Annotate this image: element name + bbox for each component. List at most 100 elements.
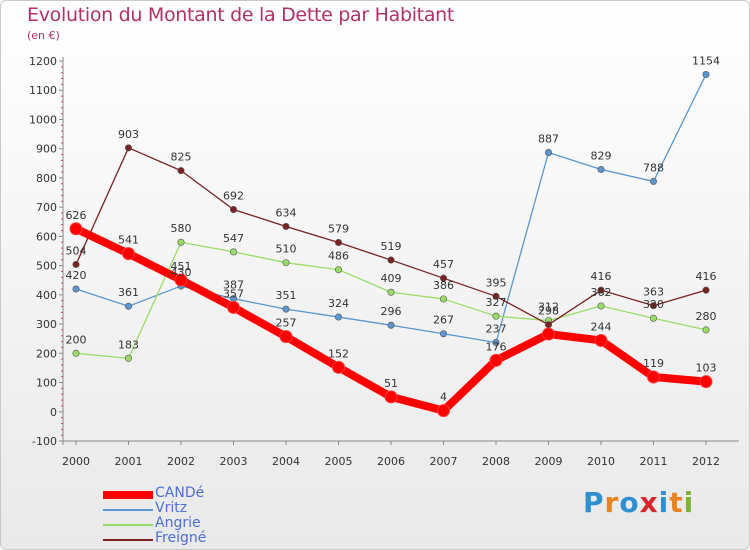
data-point bbox=[597, 286, 605, 294]
logo-letter: t bbox=[669, 486, 684, 519]
y-tick-label: 500 bbox=[36, 260, 57, 273]
data-point bbox=[702, 286, 710, 294]
data-label: 296 bbox=[381, 305, 402, 318]
data-point bbox=[227, 300, 240, 314]
data-label: 825 bbox=[171, 151, 192, 164]
data-point bbox=[72, 260, 80, 268]
x-tick-label: 2002 bbox=[167, 455, 195, 468]
legend-item: Vritz bbox=[103, 500, 323, 517]
data-point bbox=[177, 238, 185, 246]
data-label: 362 bbox=[591, 286, 612, 299]
data-label: 829 bbox=[591, 149, 612, 162]
data-label: 887 bbox=[538, 132, 559, 145]
proxiti-logo: Proxiti bbox=[583, 486, 694, 519]
data-point bbox=[282, 259, 290, 267]
data-point bbox=[649, 302, 657, 310]
data-label: 320 bbox=[643, 298, 664, 311]
data-label: 257 bbox=[276, 317, 297, 330]
data-point bbox=[282, 222, 290, 230]
data-label: 409 bbox=[381, 272, 402, 285]
data-point bbox=[702, 326, 710, 334]
y-tick-label: 0 bbox=[50, 406, 57, 419]
data-label: 327 bbox=[486, 296, 507, 309]
data-label: 547 bbox=[223, 232, 244, 245]
legend-swatch bbox=[103, 509, 153, 511]
legend-label: Vritz bbox=[155, 500, 188, 516]
x-tick-label: 2010 bbox=[587, 455, 615, 468]
data-label: 387 bbox=[223, 279, 244, 292]
y-tick-label: 900 bbox=[36, 143, 57, 156]
data-point bbox=[542, 327, 555, 341]
data-point bbox=[387, 321, 395, 329]
data-point bbox=[69, 222, 83, 236]
data-point bbox=[492, 312, 500, 320]
chart-subtitle: (en €) bbox=[27, 29, 60, 42]
data-label: 4 bbox=[440, 391, 447, 404]
data-label: 510 bbox=[276, 243, 297, 256]
data-point bbox=[544, 148, 552, 156]
data-point bbox=[649, 177, 657, 185]
data-label: 580 bbox=[171, 222, 192, 235]
data-point bbox=[649, 314, 657, 322]
data-label: 351 bbox=[276, 289, 297, 302]
data-point bbox=[279, 330, 293, 344]
data-point bbox=[439, 295, 447, 303]
x-tick-label: 2005 bbox=[325, 455, 353, 468]
data-point bbox=[230, 205, 238, 213]
logo-letter: x bbox=[639, 486, 659, 519]
data-label: 200 bbox=[66, 333, 87, 346]
y-tick-label: 600 bbox=[36, 230, 57, 243]
data-label: 361 bbox=[118, 286, 139, 299]
data-point bbox=[489, 353, 503, 367]
legend-label: CANDé bbox=[155, 485, 205, 501]
logo-letter: i bbox=[683, 486, 695, 519]
data-label: 267 bbox=[433, 314, 454, 327]
data-label: 395 bbox=[486, 276, 507, 289]
y-tick-label: 800 bbox=[36, 172, 57, 185]
data-label: 298 bbox=[538, 305, 559, 318]
data-label: 1154 bbox=[692, 54, 720, 67]
data-point bbox=[174, 273, 188, 287]
legend-item: Angrie bbox=[103, 515, 323, 532]
data-label: 416 bbox=[696, 270, 717, 283]
data-label: 692 bbox=[223, 189, 244, 202]
data-label: 579 bbox=[328, 223, 349, 236]
data-label: 312 bbox=[538, 301, 559, 314]
data-point bbox=[125, 302, 133, 310]
data-point bbox=[332, 360, 345, 374]
data-label: 486 bbox=[328, 250, 349, 263]
data-label: 237 bbox=[486, 322, 507, 335]
data-label: 541 bbox=[118, 234, 139, 247]
y-tick-label: 400 bbox=[36, 289, 57, 302]
chart-title: Evolution du Montant de la Dette par Hab… bbox=[27, 4, 455, 26]
data-label: 357 bbox=[223, 287, 244, 300]
logo-letter: o bbox=[619, 486, 640, 519]
x-tick-label: 2012 bbox=[692, 455, 720, 468]
data-label: 244 bbox=[591, 320, 612, 333]
data-label: 457 bbox=[433, 258, 454, 271]
legend-item: CANDé bbox=[103, 485, 323, 502]
x-tick-label: 2004 bbox=[272, 455, 300, 468]
y-tick-label: 100 bbox=[36, 377, 57, 390]
chart-legend: CANDé Vritz Angrie Freigné bbox=[103, 485, 323, 547]
data-label: 183 bbox=[118, 338, 139, 351]
data-label: 416 bbox=[591, 270, 612, 283]
data-point bbox=[177, 167, 185, 175]
legend-item: Freigné bbox=[103, 530, 323, 547]
data-label: 519 bbox=[381, 240, 402, 253]
data-label: 176 bbox=[486, 340, 507, 353]
legend-swatch bbox=[103, 524, 153, 526]
data-label: 903 bbox=[118, 128, 139, 141]
y-tick-label: 300 bbox=[36, 318, 57, 331]
data-point bbox=[594, 333, 608, 347]
data-point bbox=[230, 248, 238, 256]
y-tick-label: 1200 bbox=[29, 55, 57, 68]
data-label: 420 bbox=[66, 269, 87, 282]
data-label: 430 bbox=[171, 266, 192, 279]
logo-letter: r bbox=[604, 486, 620, 519]
legend-swatch bbox=[103, 539, 153, 541]
x-tick-label: 2003 bbox=[220, 455, 248, 468]
data-point bbox=[492, 338, 500, 346]
data-point bbox=[387, 288, 395, 296]
